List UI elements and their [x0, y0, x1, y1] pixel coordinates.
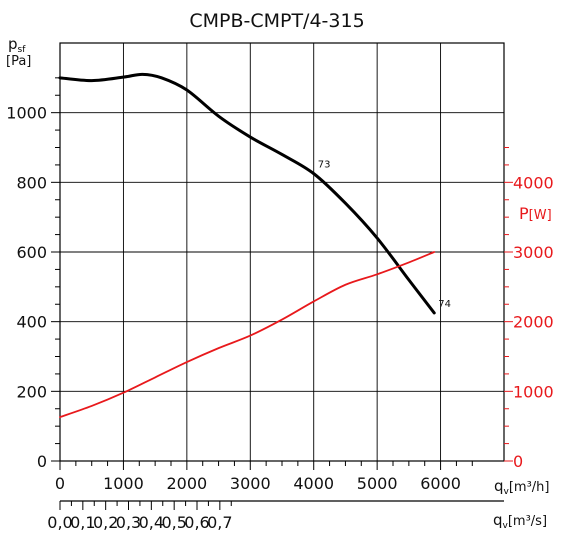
left-tick-label: 600 [16, 243, 47, 262]
x-top-tick-label: 0 [55, 474, 65, 493]
x-top-axis-label: qv[m³/h] [494, 477, 550, 497]
right-tick-label: 3000 [513, 243, 554, 262]
left-tick-label: 1000 [6, 104, 47, 123]
x-bottom-tick-label: 0,5 [161, 513, 186, 532]
left-axis-ticks: 0 200 400 600 800 1000 [6, 77, 60, 471]
x-top-tick-label: 4000 [293, 474, 334, 493]
series-group [58, 72, 436, 419]
pressure-curve [58, 72, 436, 315]
point-label: 74 [438, 299, 451, 310]
x-bottom-tick-label: 0,3 [116, 513, 141, 532]
power-curve [59, 251, 436, 419]
airflow-m3h-ticks: 0 1000 2000 3000 4000 5000 6000 [55, 461, 473, 493]
x-top-tick-label: 6000 [420, 474, 461, 493]
point-label: 73 [318, 160, 331, 171]
x-top-tick-label: 1000 [103, 474, 144, 493]
x-bottom-tick-label: 0,6 [184, 513, 209, 532]
right-axis-label: P[W] [519, 204, 552, 223]
x-bottom-tick-label: 0,7 [207, 513, 232, 532]
left-tick-label: 0 [37, 452, 47, 471]
left-tick-label: 800 [16, 173, 47, 192]
right-tick-label: 0 [513, 452, 523, 471]
airflow-m3s-ticks: 0,00,10,20,30,40,50,60,7 [47, 501, 233, 532]
right-tick-label: 4000 [513, 173, 554, 192]
x-bottom-tick-label: 0,0 [47, 513, 72, 532]
x-bottom-tick-label: 0,2 [93, 513, 118, 532]
left-tick-label: 200 [16, 382, 47, 401]
right-tick-label: 2000 [513, 313, 554, 332]
chart-title: CMPB-CMPT/4-315 [189, 10, 364, 32]
x-bottom-tick-label: 0,1 [70, 513, 95, 532]
left-axis-unit: [Pa] [6, 54, 31, 69]
right-tick-label: 1000 [513, 382, 554, 401]
x-top-tick-label: 2000 [166, 474, 207, 493]
x-bottom-axis-label: qv[m³/s] [493, 511, 547, 531]
right-axis-ticks: 0 1000 2000 3000 4000 [504, 147, 554, 471]
x-top-tick-label: 3000 [230, 474, 271, 493]
x-top-tick-label: 5000 [357, 474, 398, 493]
grid [60, 43, 504, 461]
left-axis-label: psf [8, 35, 26, 55]
x-bottom-tick-label: 0,4 [139, 513, 164, 532]
annotations: 73 74 [318, 160, 451, 310]
left-tick-label: 400 [16, 313, 47, 332]
